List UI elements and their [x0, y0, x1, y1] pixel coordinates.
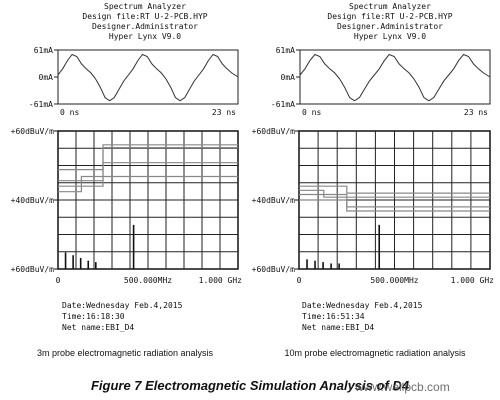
- header-line: Designer.Administrator: [92, 22, 198, 31]
- spectrum-y-tick-label: +40dBuV/m: [252, 196, 296, 205]
- header-line: Design file:RT U-2-PCB.HYP: [82, 12, 208, 21]
- spectrum-x-tick-label: 1.000 GHz: [199, 276, 243, 285]
- limit-line: [58, 162, 238, 182]
- panel-header: Spectrum Analyzer Design file:RT U-2-PCB…: [305, 2, 475, 42]
- time-y-tick-label: -61mA: [271, 100, 295, 109]
- header-line: Hyper Lynx V9.0: [353, 32, 427, 41]
- limit-line: [58, 175, 238, 193]
- spectrum-x-tick-label: 500.000MHz: [370, 276, 418, 285]
- current-waveform-line: [57, 53, 239, 102]
- footer-date: Date:Wednesday Feb.4,2015: [302, 301, 423, 310]
- time-x-tick-label: 0 ns: [302, 108, 321, 117]
- spectrum-x-tick-label: 0: [56, 276, 61, 285]
- time-x-tick-label: 23 ns: [464, 108, 488, 117]
- limit-line: [299, 199, 490, 212]
- spectrum-x-tick-label: 1.000 GHz: [451, 276, 495, 285]
- spectrum-y-tick-label: +40dBuV/m: [11, 196, 55, 205]
- limit-line: [299, 185, 490, 194]
- left-analyzer-panel: Spectrum Analyzer Design file:RT U-2-PCB…: [0, 0, 250, 340]
- time-y-tick-label: 61mA: [276, 46, 295, 55]
- limit-line: [299, 189, 490, 198]
- panel-footer: Date:Wednesday Feb.4,2015 Time:16:18:30 …: [62, 300, 182, 333]
- figure-title: Figure 7 Electromagnetic Simulation Anal…: [90, 378, 410, 393]
- spectrum-y-tick-label: +60dBuV/m: [11, 127, 55, 136]
- spectrum-y-tick-label: +60dBuV/m: [11, 265, 55, 274]
- spectrum-y-tick-label: +60dBuV/m: [252, 265, 296, 274]
- header-line: Design file:RT U-2-PCB.HYP: [327, 12, 453, 21]
- footer-net: Net name:EBI_D4: [62, 323, 135, 332]
- spectrum-y-tick-label: +60dBuV/m: [252, 127, 296, 136]
- left-chart-svg: 61mA 0mA -61mA 0 ns 23 ns +60dBuV/m +40dBuV/m +…: [11, 46, 243, 285]
- right-chart-svg: 61mA 0mA -61mA 0 ns 23 ns +60dBuV/m +40dBuV/m +…: [252, 46, 495, 285]
- spectrum-x-tick-label: 500.000MHz: [124, 276, 172, 285]
- footer-date: Date:Wednesday Feb.4,2015: [62, 301, 183, 310]
- spectrum-x-tick-label: 0: [297, 276, 302, 285]
- watermark: www.wellpcb.com: [355, 380, 450, 394]
- panel-header: Spectrum Analyzer Design file:RT U-2-PCB…: [60, 2, 230, 42]
- time-y-tick-label: 0mA: [281, 73, 296, 82]
- time-x-tick-label: 0 ns: [60, 108, 79, 117]
- time-y-tick-label: 61mA: [34, 46, 53, 55]
- header-line: Spectrum Analyzer: [104, 2, 186, 11]
- header-line: Spectrum Analyzer: [349, 2, 431, 11]
- footer-time: Time:16:51:34: [302, 312, 365, 321]
- current-waveform-line: [299, 53, 491, 102]
- left-caption: 3m probe electromagnetic radiation analy…: [36, 348, 214, 358]
- right-caption: 10m probe electromagnetic radiation anal…: [284, 348, 466, 358]
- header-line: Designer.Administrator: [337, 22, 443, 31]
- time-y-tick-label: 0mA: [39, 73, 54, 82]
- footer-net: Net name:EBI_D4: [302, 323, 375, 332]
- panel-footer: Date:Wednesday Feb.4,2015 Time:16:51:34 …: [302, 300, 422, 333]
- right-analyzer-panel: Spectrum Analyzer Design file:RT U-2-PCB…: [250, 0, 500, 340]
- footer-time: Time:16:18:30: [62, 312, 125, 321]
- time-x-tick-label: 23 ns: [212, 108, 236, 117]
- time-y-tick-label: -61mA: [29, 100, 53, 109]
- header-line: Hyper Lynx V9.0: [108, 32, 182, 41]
